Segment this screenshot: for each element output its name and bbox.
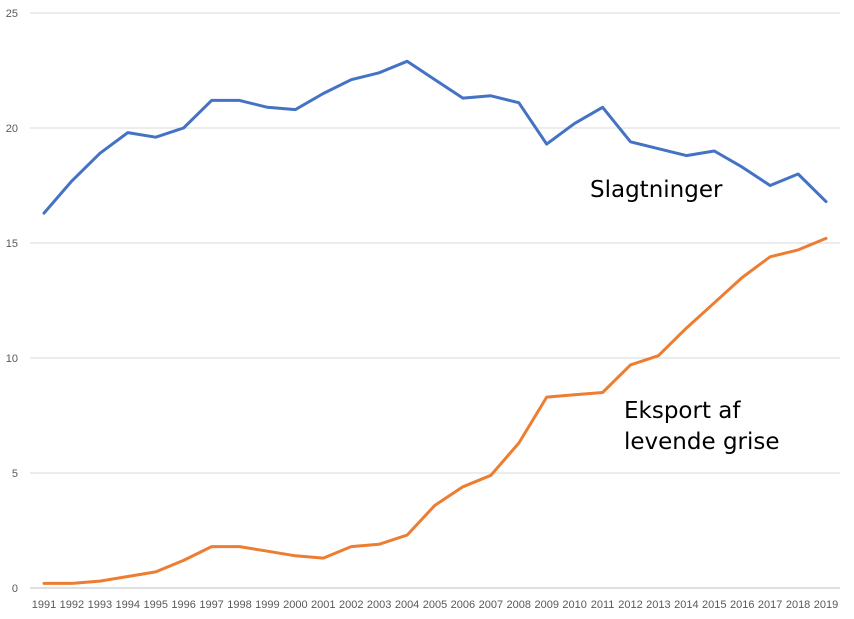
x-tick-label: 1992	[60, 599, 84, 611]
x-tick-label: 2017	[758, 599, 782, 611]
x-tick-label: 1991	[32, 599, 56, 611]
gridlines	[30, 12, 840, 589]
x-tick-label: 1997	[199, 599, 223, 611]
x-tick-label: 2012	[618, 599, 642, 611]
y-tick-label: 25	[6, 8, 18, 20]
x-tick-label: 2008	[507, 599, 531, 611]
x-tick-label: 2010	[562, 599, 586, 611]
x-tick-label: 2001	[311, 599, 335, 611]
x-axis-ticks: 1991 1992 1993 1994 1995 1996 1997 1998 1999 2000…	[32, 599, 838, 611]
y-axis-ticks: 0 5 10 15 20 25	[6, 8, 18, 595]
y-tick-label: 0	[12, 583, 18, 595]
x-tick-label: 2018	[786, 599, 810, 611]
series-label-eksport-line2: levende grise	[624, 429, 780, 455]
x-tick-label: 2013	[646, 599, 670, 611]
x-tick-label: 2007	[479, 599, 503, 611]
y-tick-label: 15	[6, 238, 18, 250]
series-line-eksport	[42, 236, 828, 585]
x-tick-label: 1994	[116, 599, 140, 611]
x-tick-label: 2003	[367, 599, 391, 611]
x-tick-label: 2014	[674, 599, 698, 611]
y-tick-label: 20	[6, 123, 18, 135]
x-tick-label: 2000	[283, 599, 307, 611]
series-line-slagtninger	[42, 59, 828, 215]
series-label-eksport-line1: Eksport af	[624, 398, 741, 424]
x-tick-label: 1998	[227, 599, 251, 611]
x-tick-label: 2016	[730, 599, 754, 611]
x-tick-label: 2009	[534, 599, 558, 611]
x-tick-label: 2011	[591, 599, 615, 611]
x-tick-label: 2006	[451, 599, 475, 611]
series-lines	[42, 59, 828, 585]
y-tick-label: 5	[12, 468, 18, 480]
x-tick-label: 1995	[143, 599, 167, 611]
x-tick-label: 2015	[702, 599, 726, 611]
x-tick-label: 2004	[395, 599, 419, 611]
x-tick-label: 2019	[814, 599, 838, 611]
x-tick-label: 1999	[255, 599, 279, 611]
y-tick-label: 10	[6, 353, 18, 365]
x-tick-label: 2002	[339, 599, 363, 611]
series-label-slagtninger: Slagtninger	[590, 177, 723, 203]
x-tick-label: 1993	[88, 599, 112, 611]
x-tick-label: 2005	[423, 599, 447, 611]
x-tick-label: 1996	[171, 599, 195, 611]
